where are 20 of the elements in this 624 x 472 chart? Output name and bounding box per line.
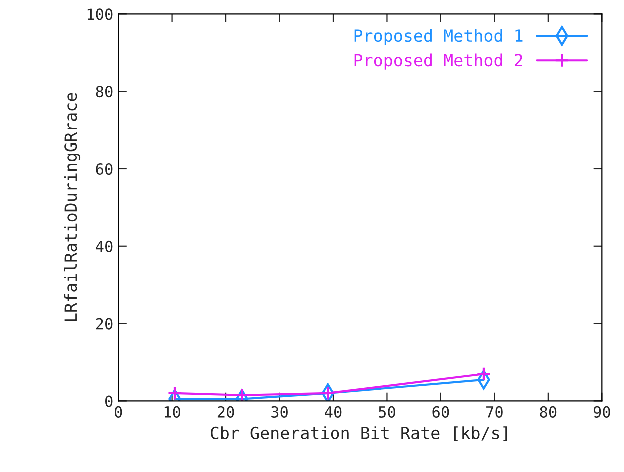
y-tick-label: 0	[105, 396, 113, 408]
y-tick-label: 80	[96, 86, 113, 98]
legend-label: Proposed Method 2	[354, 54, 522, 70]
x-tick-label: 10	[164, 406, 180, 418]
x-tick-label: 50	[379, 406, 396, 418]
x-tick-label: 30	[272, 406, 288, 418]
x-tick-label: 60	[432, 406, 450, 418]
y-tick-label: 20	[96, 318, 113, 330]
y-tick-label: 40	[96, 240, 113, 252]
y-axis-title: LRfailRatioDuringGRrace	[64, 93, 81, 322]
x-axis-title: Cbr Generation Bit Rate [kb/s]	[210, 426, 508, 442]
legend-label: Proposed Method 1	[354, 29, 523, 46]
x-tick-label: 40	[325, 406, 342, 418]
x-tick-label: 80	[540, 406, 557, 418]
x-tick-label: 0	[114, 406, 122, 418]
y-tick-label: 100	[88, 8, 113, 20]
x-tick-label: 20	[218, 406, 234, 418]
x-tick-label: 90	[594, 406, 610, 418]
y-tick-label: 60	[96, 163, 113, 176]
x-tick-label: 70	[486, 406, 503, 418]
